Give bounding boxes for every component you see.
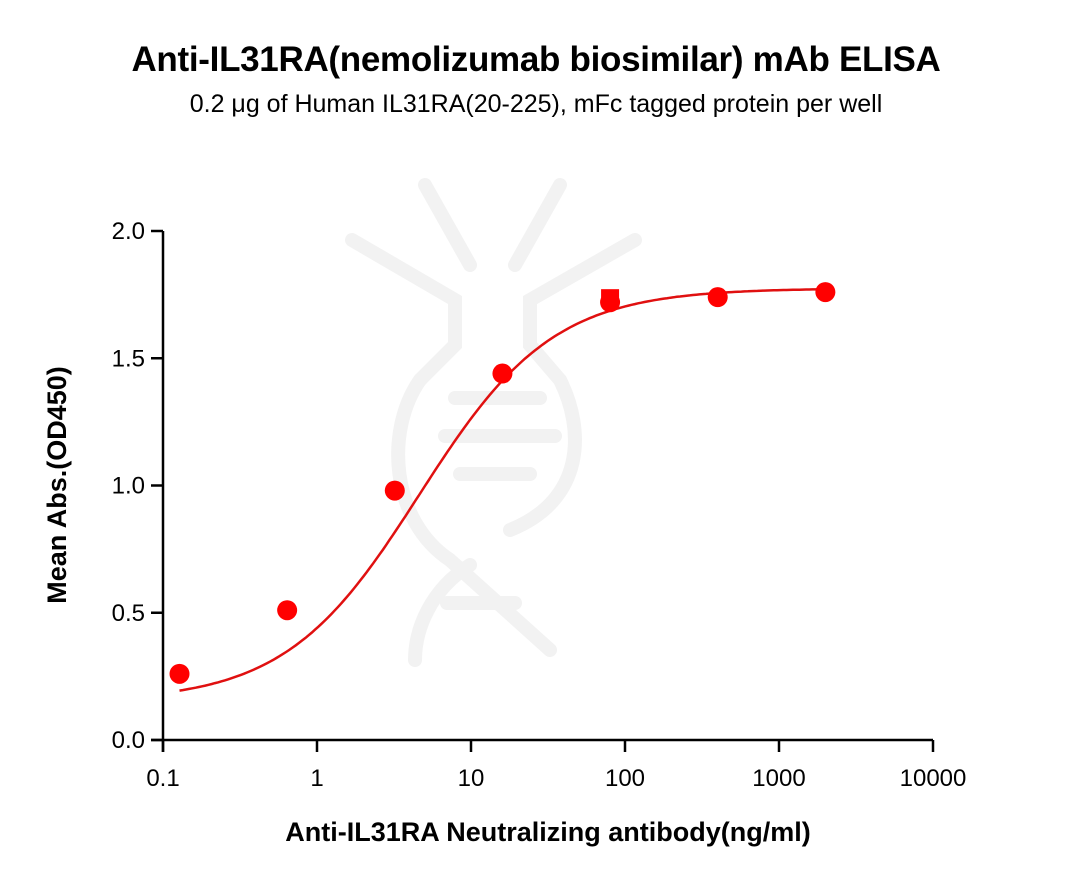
fit-curve xyxy=(179,287,826,692)
data-point-replicate xyxy=(601,289,620,302)
axes: 0.0 0.5 1.0 1.5 2.0 0.1 1 10 100 1000 10000 xyxy=(112,218,967,792)
y-tick-label: 1.0 xyxy=(112,473,145,500)
y-tick-label: 2.0 xyxy=(112,218,145,245)
chart-subtitle: 0.2 μg of Human IL31RA(20-225), mFc tagg… xyxy=(189,90,883,118)
x-tick-label: 1000 xyxy=(752,765,805,792)
x-tick-label: 10000 xyxy=(900,765,967,792)
y-axis-title: Mean Abs.(OD450) xyxy=(42,366,72,604)
data-point xyxy=(815,282,836,303)
x-axis-title: Anti-IL31RA Neutralizing antibody(ng/ml) xyxy=(285,817,811,847)
x-tick-label: 0.1 xyxy=(146,765,179,792)
x-tick-label: 10 xyxy=(458,765,485,792)
data-point xyxy=(169,663,190,684)
x-tick-label: 1 xyxy=(310,765,323,792)
y-tick-label: 1.5 xyxy=(112,345,145,372)
watermark-dna-icon xyxy=(345,178,642,667)
data-points xyxy=(169,282,836,684)
y-tick-label: 0.0 xyxy=(112,727,145,754)
data-point xyxy=(277,600,298,621)
x-tick-label: 100 xyxy=(605,765,645,792)
y-tick-label: 0.5 xyxy=(112,600,145,627)
chart-title: Anti-IL31RA(nemolizumab biosimilar) mAb … xyxy=(131,40,941,79)
data-point xyxy=(707,287,728,308)
data-point xyxy=(384,480,405,501)
data-point xyxy=(492,363,513,384)
